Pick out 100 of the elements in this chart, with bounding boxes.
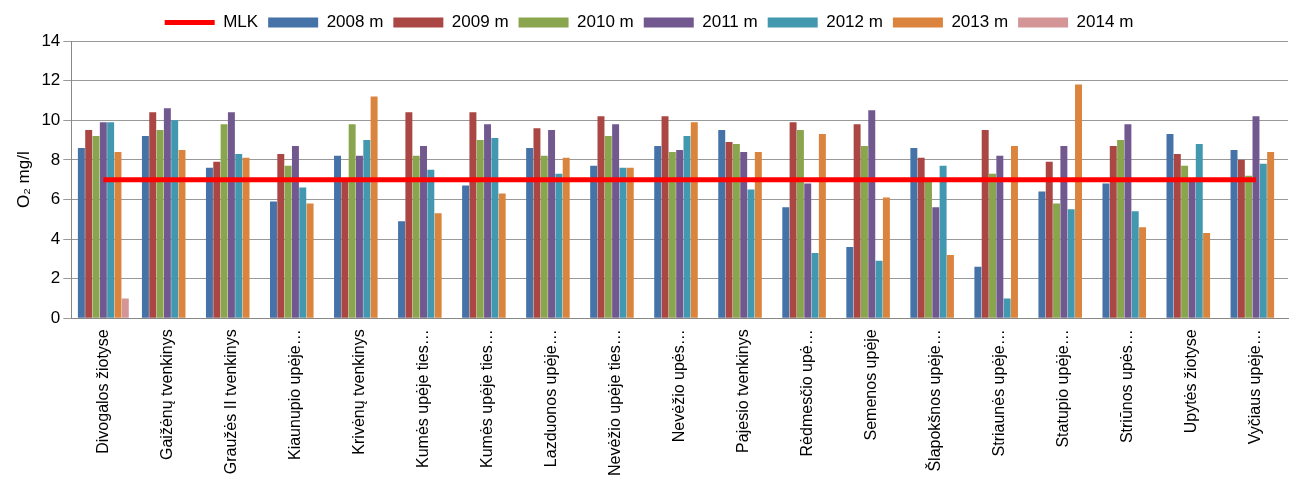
bar [99, 122, 107, 318]
legend-label: 2010 m [577, 12, 634, 32]
legend-label: 2012 m [826, 12, 883, 32]
bar [476, 140, 484, 318]
bar [804, 183, 812, 318]
bar [334, 155, 341, 318]
legend-label: 2011 m [702, 12, 758, 32]
bar [1139, 227, 1147, 318]
bar [590, 165, 598, 318]
bar [939, 165, 947, 318]
x-tick-label: Statupio upėje… [1054, 329, 1072, 448]
legend-label: 2008 m [326, 12, 384, 32]
x-tick-label: Nevėžio upės… [670, 329, 688, 443]
bar [405, 112, 413, 318]
bar [811, 252, 819, 318]
bar [548, 130, 556, 318]
bar [740, 151, 748, 318]
bar [868, 110, 876, 318]
bar [946, 254, 954, 318]
bar [668, 151, 676, 318]
bar [1259, 163, 1267, 318]
bar [1195, 143, 1203, 318]
bar [882, 197, 890, 318]
x-tick-label: Divogalos žiotyse [93, 329, 111, 454]
bar [171, 120, 179, 318]
bar [213, 161, 221, 318]
bar [277, 153, 285, 318]
y-tick-label: 0 [50, 307, 61, 327]
y-tick-label: 12 [41, 70, 61, 90]
bar [484, 124, 492, 318]
bar [121, 298, 129, 318]
x-tick-label: Kumės upėje ties… [477, 329, 495, 468]
x-tick-label: Kumės upėje ties… [413, 329, 431, 468]
bar [220, 124, 228, 318]
bar [1102, 183, 1110, 318]
bar [981, 130, 989, 318]
legend-label: 2013 m [951, 12, 1009, 32]
bar [1060, 145, 1068, 318]
bar [412, 155, 420, 318]
bar [1124, 124, 1132, 318]
bar [341, 179, 349, 318]
bar [420, 145, 427, 318]
x-tick-label: Pajesio tvenkinys [734, 329, 752, 453]
bar [932, 207, 940, 318]
bar [498, 193, 506, 318]
bar [270, 201, 277, 318]
bar [356, 155, 363, 318]
bar [1245, 175, 1253, 318]
bar [242, 157, 250, 318]
x-tick-label: Graužės II tvenkinys [221, 329, 239, 475]
y-tick-label: 10 [41, 109, 61, 129]
bar [227, 112, 235, 318]
x-tick-label: Gaižėnų tvenkinys [157, 329, 175, 460]
bar [996, 155, 1004, 318]
bar [1045, 161, 1053, 318]
bar [974, 266, 982, 318]
x-tick-label: Semenos upėje [862, 329, 880, 441]
bar [205, 167, 213, 318]
bar [1173, 153, 1181, 318]
bar [789, 122, 797, 318]
bar [156, 130, 164, 318]
bar [1109, 145, 1117, 318]
bar [163, 108, 171, 318]
bar [754, 151, 762, 318]
bar [612, 124, 620, 318]
bar [1203, 233, 1211, 318]
bar [1237, 159, 1245, 318]
bar [149, 112, 157, 318]
y-tick-label: 6 [50, 189, 61, 209]
bar [398, 221, 406, 318]
bar [526, 147, 534, 318]
bar [540, 155, 548, 318]
bar [654, 145, 662, 318]
bar [427, 169, 435, 318]
bar [683, 136, 691, 318]
bar [1011, 145, 1018, 318]
bar [533, 128, 541, 318]
bar [1230, 149, 1238, 318]
bar [1267, 151, 1275, 318]
bar [925, 181, 932, 318]
bar [434, 213, 442, 318]
bar [619, 167, 627, 318]
bar [284, 165, 292, 318]
bar [235, 153, 243, 318]
bar [555, 173, 563, 318]
bar [626, 167, 634, 318]
bar [1075, 84, 1082, 318]
y-tick-label: 14 [41, 30, 61, 50]
bar [1131, 211, 1139, 318]
x-tick-label: Krivėnų tvenkinys [349, 329, 367, 455]
x-tick-label: Upytės žiotyse [1182, 329, 1200, 434]
legend-label: 2014 m [1076, 12, 1134, 32]
bar [910, 147, 918, 318]
legend-label: MLK [223, 12, 259, 32]
bar [875, 260, 883, 318]
bar [1038, 191, 1046, 318]
bar [676, 149, 684, 318]
y-tick-label: 2 [50, 268, 61, 288]
bar [141, 136, 149, 318]
x-tick-label: Vyčiaus upėje… [1246, 329, 1264, 445]
